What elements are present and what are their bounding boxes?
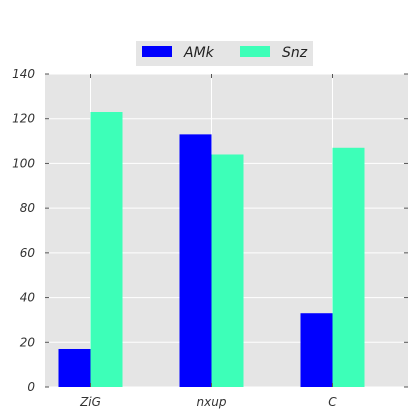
y-tick-label: 80 xyxy=(20,201,36,215)
legend-label-snz: Snz xyxy=(282,45,308,61)
y-tick-label: 20 xyxy=(20,335,36,349)
bar-snz-c xyxy=(332,147,365,387)
y-tick-label: 40 xyxy=(20,291,36,305)
y-tick-label: 100 xyxy=(12,156,35,170)
x-tick-label: C xyxy=(328,395,337,409)
x-tick-label: nxup xyxy=(197,395,227,409)
bar-amk-nxup xyxy=(179,134,212,387)
legend: AMk Snz xyxy=(136,41,313,66)
legend-swatch-amk xyxy=(142,46,172,57)
bar-amk-c xyxy=(300,313,333,387)
y-tick-label: 0 xyxy=(27,380,35,394)
bar-amk-zig xyxy=(58,348,91,387)
axis-ticks xyxy=(45,73,408,388)
bars xyxy=(58,112,365,387)
y-tick-label: 140 xyxy=(12,67,35,81)
x-tick-label: ZiG xyxy=(79,395,101,409)
y-tick-label: 60 xyxy=(20,246,36,260)
legend-swatch-snz xyxy=(240,46,270,57)
x-axis-tick-labels: ZiG nxup C xyxy=(79,395,337,409)
y-tick-label: 120 xyxy=(12,112,35,126)
legend-label-amk: AMk xyxy=(183,45,215,61)
y-axis-tick-labels: 0 20 40 60 80 100 120 140 xyxy=(12,67,35,394)
bar-snz-nxup xyxy=(211,154,244,387)
bar-snz-zig xyxy=(90,112,123,387)
